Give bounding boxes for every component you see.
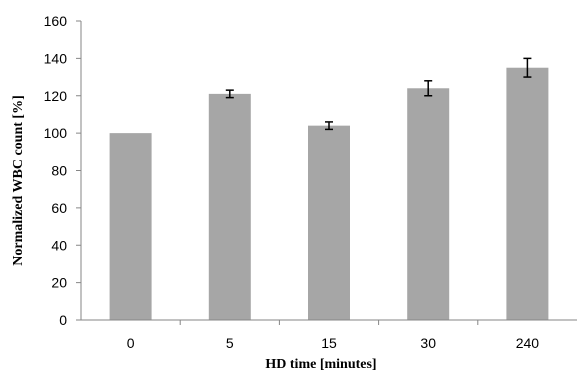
- y-tick-label: 20: [51, 275, 67, 291]
- x-tick-label: 30: [420, 335, 436, 351]
- plot-area: [109, 57, 549, 321]
- x-tick-label: 15: [321, 335, 337, 351]
- y-tick-label: 40: [51, 237, 67, 253]
- y-tick-label: 100: [44, 125, 68, 141]
- bar-0: [109, 133, 152, 320]
- bar-240: [506, 67, 549, 320]
- bar-30: [407, 88, 450, 321]
- y-tick-label: 0: [59, 312, 67, 328]
- x-tick-label: 5: [226, 335, 234, 351]
- y-tick-label: 60: [51, 200, 67, 216]
- bar-5: [208, 93, 251, 320]
- y-tick-label: 80: [51, 163, 67, 179]
- error-bar-240: [523, 57, 532, 78]
- error-bar-15: [325, 121, 333, 131]
- x-axis-title: HD time [minutes]: [265, 357, 376, 371]
- y-tick-label: 160: [44, 13, 68, 29]
- x-tick-label: 240: [516, 335, 540, 351]
- y-tick-label: 140: [44, 50, 68, 66]
- x-axis-ticks: 0 5 15 30 240: [127, 320, 540, 351]
- y-tick-label: 120: [44, 88, 68, 104]
- bar-15: [308, 125, 350, 321]
- y-axis-title: Normalized WBC count [%]: [11, 95, 26, 265]
- error-bar-5: [225, 89, 234, 99]
- x-tick-label: 0: [127, 335, 135, 351]
- y-axis-ticks: 0 20 40 60 80 100 120 140 160: [44, 13, 81, 328]
- error-bar-30: [424, 80, 433, 97]
